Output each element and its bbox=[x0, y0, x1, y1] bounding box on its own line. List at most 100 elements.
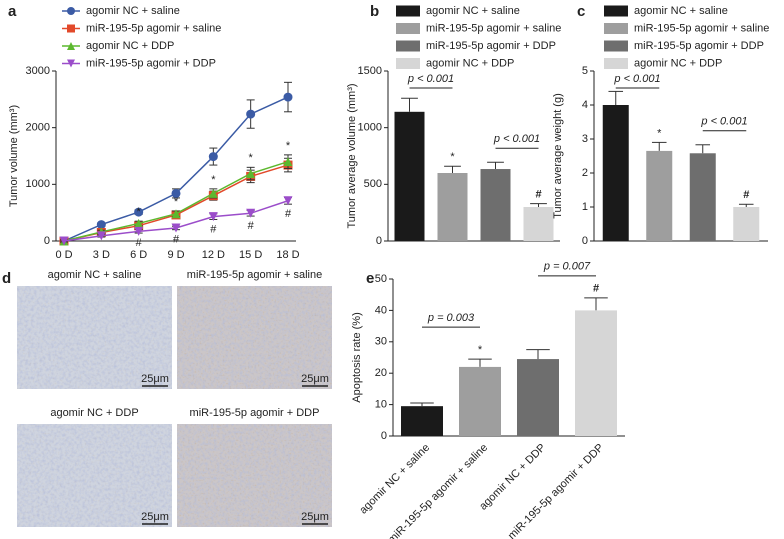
bar bbox=[401, 406, 443, 436]
legend-swatch bbox=[604, 58, 628, 69]
y-tick-label: 0 bbox=[376, 235, 382, 247]
y-tick-label: 1000 bbox=[26, 178, 50, 190]
legend-swatch bbox=[396, 5, 420, 17]
micrograph-stain bbox=[177, 424, 332, 527]
annotation: * bbox=[211, 174, 216, 186]
y-tick-label: 2 bbox=[582, 167, 588, 179]
point bbox=[246, 169, 256, 179]
bar bbox=[459, 366, 501, 436]
bar bbox=[523, 207, 554, 241]
bar bbox=[480, 169, 511, 241]
legend-swatch bbox=[604, 23, 628, 34]
bar bbox=[517, 359, 559, 436]
point bbox=[67, 42, 75, 50]
y-axis-label: Tumor average weight (g) bbox=[552, 93, 564, 219]
legend-label: agomir NC + saline bbox=[634, 5, 728, 17]
legend-swatch bbox=[396, 23, 420, 34]
point bbox=[96, 220, 106, 230]
annotation: p = 0.003 bbox=[427, 312, 475, 324]
y-tick-label: 0 bbox=[381, 430, 387, 442]
annotation: p < 0.001 bbox=[407, 73, 454, 85]
point bbox=[208, 212, 218, 222]
annotation: p < 0.001 bbox=[613, 73, 660, 85]
legend-label: agomir NC + saline bbox=[86, 5, 180, 17]
legend-label: miR-195-5p agomir + DDP bbox=[86, 57, 216, 69]
y-tick-label: 1500 bbox=[358, 65, 382, 77]
annotation: # bbox=[136, 237, 143, 249]
x-tick-label: 3 D bbox=[93, 249, 110, 261]
micrograph-stain bbox=[17, 286, 172, 389]
y-tick-label: 2000 bbox=[26, 122, 50, 134]
legend-label: miR-195-5p agomir + saline bbox=[86, 22, 221, 34]
point bbox=[171, 188, 181, 198]
point bbox=[134, 207, 144, 217]
panel-label: e bbox=[366, 270, 374, 287]
legend-swatch bbox=[396, 58, 420, 69]
scale-label: 25μm bbox=[141, 373, 169, 385]
point bbox=[283, 92, 293, 102]
bar bbox=[646, 150, 673, 241]
y-tick-label: 1 bbox=[582, 201, 588, 213]
y-tick-label: 40 bbox=[375, 304, 387, 316]
scale-label: 25μm bbox=[301, 511, 329, 523]
y-tick-label: 4 bbox=[582, 99, 588, 111]
annotation: # bbox=[173, 234, 180, 246]
legend-label: miR-195-5p agomir + saline bbox=[634, 22, 769, 34]
annotation: p < 0.001 bbox=[700, 116, 747, 128]
y-tick-label: 30 bbox=[375, 336, 387, 348]
bar bbox=[733, 207, 760, 241]
scale-label: 25μm bbox=[141, 511, 169, 523]
micrograph-stain bbox=[17, 424, 172, 527]
annotation: * bbox=[657, 127, 662, 139]
y-axis-label: Tumor average volume (mm³) bbox=[346, 83, 358, 228]
point bbox=[208, 188, 218, 198]
annotation: # bbox=[285, 208, 292, 220]
point bbox=[171, 223, 181, 233]
y-tick-label: 500 bbox=[364, 178, 382, 190]
annotation: # bbox=[248, 220, 255, 232]
image-label: agomir NC + DDP bbox=[50, 407, 138, 419]
point bbox=[208, 152, 218, 162]
y-tick-label: 20 bbox=[375, 367, 387, 379]
x-tick-label: 9 D bbox=[167, 249, 184, 261]
micrograph-stain bbox=[177, 286, 332, 389]
x-tick-label: 18 D bbox=[276, 249, 299, 261]
x-tick-label: 6 D bbox=[130, 249, 147, 261]
y-tick-label: 50 bbox=[375, 273, 387, 285]
point bbox=[96, 231, 106, 241]
panel-label: b bbox=[370, 3, 379, 20]
point bbox=[134, 226, 144, 236]
annotation: p < 0.001 bbox=[493, 133, 540, 145]
point bbox=[171, 209, 181, 219]
y-tick-label: 5 bbox=[582, 65, 588, 77]
y-tick-label: 10 bbox=[375, 399, 387, 411]
panel-label: c bbox=[577, 3, 585, 20]
annotation: # bbox=[593, 283, 599, 295]
annotation: * bbox=[249, 152, 254, 164]
bar bbox=[437, 173, 468, 241]
annotation: # bbox=[743, 189, 749, 201]
y-tick-label: 0 bbox=[44, 235, 50, 247]
point bbox=[246, 109, 256, 119]
x-tick-label: miR-195-5p agomir + saline bbox=[386, 442, 490, 539]
point bbox=[246, 208, 256, 218]
legend-label: miR-195-5p agomir + DDP bbox=[426, 40, 556, 52]
y-tick-label: 1000 bbox=[358, 122, 382, 134]
legend-label: miR-195-5p agomir + saline bbox=[426, 22, 561, 34]
y-axis-label: Tumor volume (mm³) bbox=[8, 105, 20, 207]
annotation: * bbox=[450, 151, 455, 163]
x-tick-label: 12 D bbox=[202, 249, 225, 261]
y-tick-label: 0 bbox=[582, 235, 588, 247]
x-tick-label: miR-195-5p agomir + DDP bbox=[506, 442, 606, 539]
legend-swatch bbox=[604, 5, 628, 17]
bar bbox=[602, 105, 629, 241]
legend-label: agomir NC + saline bbox=[426, 5, 520, 17]
legend-label: miR-195-5p agomir + DDP bbox=[634, 40, 764, 52]
legend-label: agomir NC + DDP bbox=[86, 40, 174, 52]
point bbox=[283, 157, 293, 167]
y-tick-label: 3 bbox=[582, 133, 588, 145]
bar bbox=[575, 310, 617, 436]
annotation: * bbox=[286, 140, 291, 152]
annotation: # bbox=[535, 189, 541, 201]
image-label: agomir NC + saline bbox=[48, 269, 142, 281]
